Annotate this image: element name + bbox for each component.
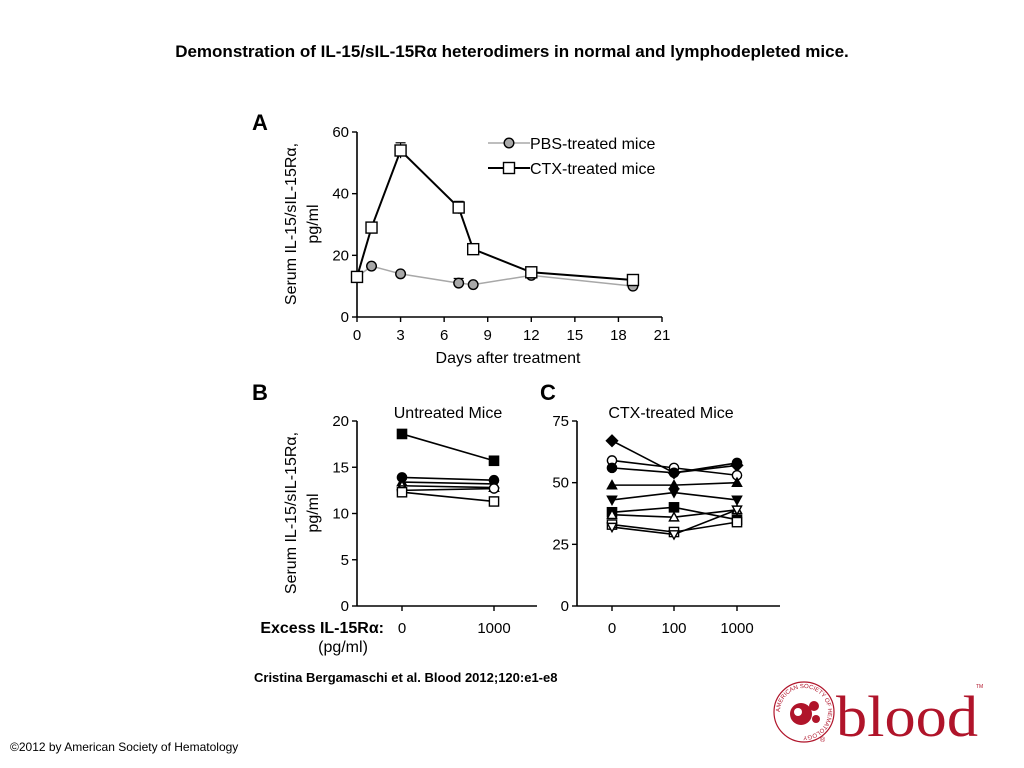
panel-a-legend-marker-1: [502, 161, 516, 175]
panel-b-xtick-label: 1000: [477, 620, 510, 637]
panel-b-ytick-label: 20: [332, 413, 349, 430]
panel-c-point-series-7: [731, 516, 743, 528]
logo-ring: [773, 681, 835, 743]
panel-a-xtick-label: 0: [353, 327, 361, 344]
panel-c-ytick-label: 50: [552, 475, 569, 492]
panel-b-ylabel-line1: Serum IL-15/sIL-15Rα,: [283, 432, 300, 594]
panel-a-point-series-0: [366, 260, 378, 272]
panel-b-point-series-5: [396, 486, 408, 498]
panel-c-point-series-6: [606, 508, 618, 520]
panel-c-point-series-8: [606, 522, 618, 534]
panel-b-series-line-4: [401, 487, 495, 492]
panel-a-ytick-label: 0: [341, 309, 349, 326]
panel-b-series-line-2: [401, 481, 495, 485]
panel-letter-c: C: [540, 380, 556, 405]
panel-a-xtick-label: 3: [396, 327, 404, 344]
slide-title: Demonstration of IL-15/sIL-15Rα heterodi…: [175, 42, 849, 61]
panel-c-ytick-label: 25: [552, 536, 569, 553]
panel-a-ytick-label: 20: [332, 247, 349, 264]
panel-a-legend-label-0: PBS-treated mice: [530, 136, 655, 153]
panel-a-ytick-label: 40: [332, 186, 349, 203]
panel-c-xtick-label: 1000: [720, 620, 753, 637]
panel-a-xtick-label: 9: [484, 327, 492, 344]
panel-a-point-series-1: [626, 273, 640, 287]
panel-a-point-series-0: [467, 279, 479, 291]
panel-a-point-series-1: [365, 221, 378, 234]
panel-b-series-line-3: [401, 484, 495, 489]
panel-c-point-series-4: [606, 495, 618, 506]
panel-b-ytick-label: 10: [332, 506, 349, 523]
panel-a-point-series-0: [395, 268, 407, 280]
panel-a-point-series-0: [453, 277, 465, 289]
excess-label: Excess IL-15Rα:: [260, 620, 384, 637]
logo-tm: TM: [976, 684, 983, 690]
panel-c-point-series-2: [606, 462, 618, 474]
panel-b-point-series-0: [488, 455, 500, 467]
panel-a-legend-marker-0: [503, 137, 515, 149]
panel-c-point-series-6: [668, 511, 680, 522]
logo-cell-small-2: [812, 715, 820, 723]
panel-b-point-series-5: [488, 496, 500, 507]
panel-a-ylabel-line1: Serum IL-15/sIL-15Rα,: [283, 143, 300, 305]
citation: Cristina Bergamaschi et al. Blood 2012;1…: [254, 670, 558, 685]
panel-a-xtick-label: 18: [610, 327, 627, 344]
panel-b-point-series-0: [396, 428, 408, 440]
panel-a-ylabel-line2: pg/ml: [305, 204, 322, 243]
panel-c-point-series-2: [668, 467, 680, 479]
panel-b-series-line-0: [401, 433, 495, 462]
panel-c-point-series-5: [668, 502, 680, 513]
panel-b-series-line-1: [401, 476, 495, 481]
panel-a-point-series-1: [452, 201, 465, 214]
panel-c-point-series-3: [731, 476, 743, 488]
panel-a-xlabel: Days after treatment: [436, 350, 582, 367]
panel-c-point-series-2: [731, 457, 743, 469]
panel-b-point-series-4: [488, 483, 500, 494]
panel-b-xtick-label: 0: [398, 620, 406, 637]
plots: 0 20 40 60 0 3 6 9 12 15 18 21 PBS-treated mice CTX-t…: [332, 124, 780, 637]
logo-wordmark: blood: [836, 684, 978, 746]
panel-letter-a: A: [252, 110, 268, 135]
panel-c-ytick-label: 75: [552, 413, 569, 430]
panel-c-xtick-label: 0: [608, 620, 616, 637]
panel-c-point-series-0: [605, 434, 619, 448]
blood-logo: AMERICAN SOCIETY OF HEMATOLOGY ® blood T…: [773, 681, 983, 746]
logo-cell-hole: [794, 708, 802, 716]
panel-a-xtick-label: 15: [567, 327, 584, 344]
panel-b-ytick-label: 0: [341, 598, 349, 615]
panel-c-point-series-8: [668, 530, 680, 541]
panel-a-xtick-label: 12: [523, 327, 540, 344]
panel-a-point-series-1: [394, 144, 407, 157]
panel-a-ytick-label: 60: [332, 124, 349, 141]
panel-a-point-series-1: [525, 266, 538, 279]
panel-b-ytick-label: 5: [341, 552, 349, 569]
logo-cell-small-1: [809, 701, 819, 711]
panel-a-point-series-1: [466, 242, 480, 256]
panel-b-ytick-label: 15: [332, 459, 349, 476]
panel-a-xtick-label: 6: [440, 327, 448, 344]
excess-unit: (pg/ml): [318, 639, 368, 656]
logo-registered: ®: [820, 736, 826, 744]
panel-c-point-series-4: [668, 488, 680, 499]
panel-b-subtitle: Untreated Mice: [394, 405, 503, 422]
panel-c-point-series-4: [731, 495, 743, 506]
copyright: ©2012 by American Society of Hematology: [10, 740, 239, 754]
panel-c-subtitle: CTX-treated Mice: [608, 405, 733, 422]
panel-c-ytick-label: 0: [561, 598, 569, 615]
panel-c-point-series-3: [606, 479, 618, 490]
panel-letter-b: B: [252, 380, 268, 405]
panel-a-legend-label-1: CTX-treated mice: [530, 161, 655, 178]
panel-a-xtick-label: 21: [654, 327, 671, 344]
panel-b-ylabel-line2: pg/ml: [305, 493, 322, 532]
panel-c-point-series-8: [731, 505, 743, 516]
panel-a-point-series-1: [350, 270, 364, 284]
panel-c-xtick-label: 100: [661, 620, 686, 637]
panel-b-series-line-5: [401, 491, 495, 503]
